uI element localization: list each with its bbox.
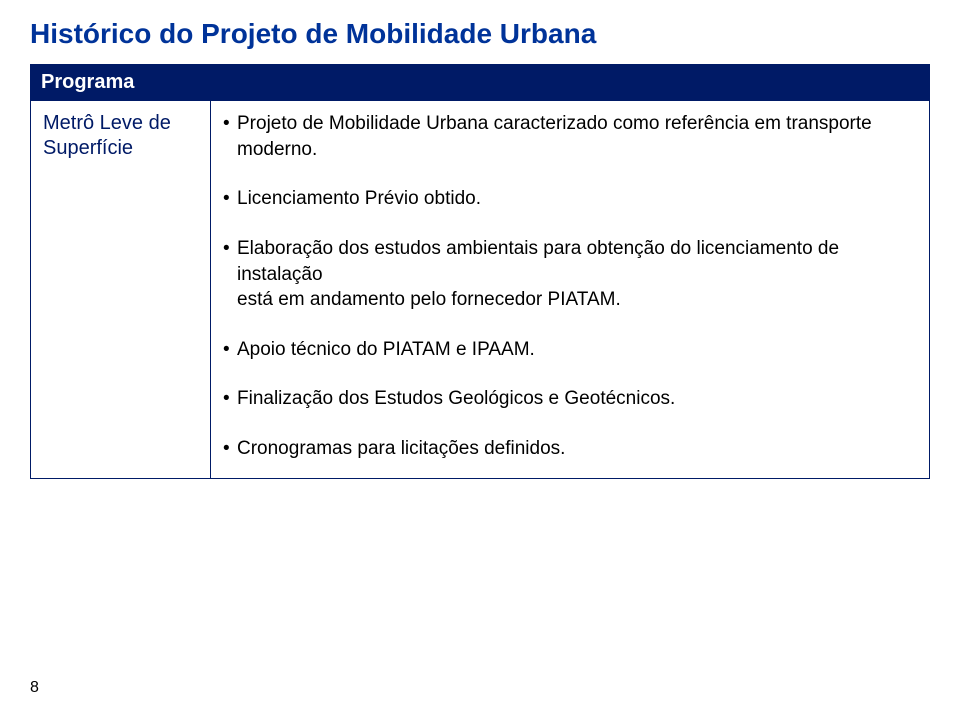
programa-name-line1: Metrô Leve de	[43, 112, 171, 134]
table-header-row: Programa	[31, 65, 930, 101]
list-item: Finalização dos Estudos Geológicos e Geo…	[223, 386, 917, 412]
bullet-text: Licenciamento Prévio obtido.	[237, 188, 481, 209]
page-title: Histórico do Projeto de Mobilidade Urban…	[30, 18, 930, 50]
th-blank	[211, 65, 930, 101]
bullet-text: Finalização dos Estudos Geológicos e Geo…	[237, 388, 675, 409]
bullet-text-cont: está em andamento pelo fornecedor PIATAM…	[237, 287, 917, 313]
list-item: Cronogramas para licitações definidos.	[223, 436, 917, 462]
list-item: Elaboração dos estudos ambientais para o…	[223, 236, 917, 313]
table-row: Metrô Leve de Superfície Projeto de Mobi…	[31, 101, 930, 479]
bullet-text: Elaboração dos estudos ambientais para o…	[237, 238, 839, 285]
content-table: Programa Metrô Leve de Superfície Projet…	[30, 64, 930, 479]
list-item: Projeto de Mobilidade Urbana caracteriza…	[223, 111, 917, 162]
programa-details-cell: Projeto de Mobilidade Urbana caracteriza…	[211, 101, 930, 479]
list-item: Apoio técnico do PIATAM e IPAAM.	[223, 337, 917, 363]
page-number: 8	[30, 679, 39, 697]
content-table-wrap: Programa Metrô Leve de Superfície Projet…	[30, 64, 930, 479]
programa-name-line2: Superfície	[43, 137, 133, 159]
bullet-text: Apoio técnico do PIATAM e IPAAM.	[237, 339, 535, 360]
bullet-text: Cronogramas para licitações definidos.	[237, 438, 565, 459]
bullet-list: Projeto de Mobilidade Urbana caracteriza…	[223, 111, 917, 462]
programa-name-cell: Metrô Leve de Superfície	[31, 101, 211, 479]
bullet-text: Projeto de Mobilidade Urbana caracteriza…	[237, 113, 872, 160]
list-item: Licenciamento Prévio obtido.	[223, 186, 917, 212]
th-programa: Programa	[31, 65, 211, 101]
